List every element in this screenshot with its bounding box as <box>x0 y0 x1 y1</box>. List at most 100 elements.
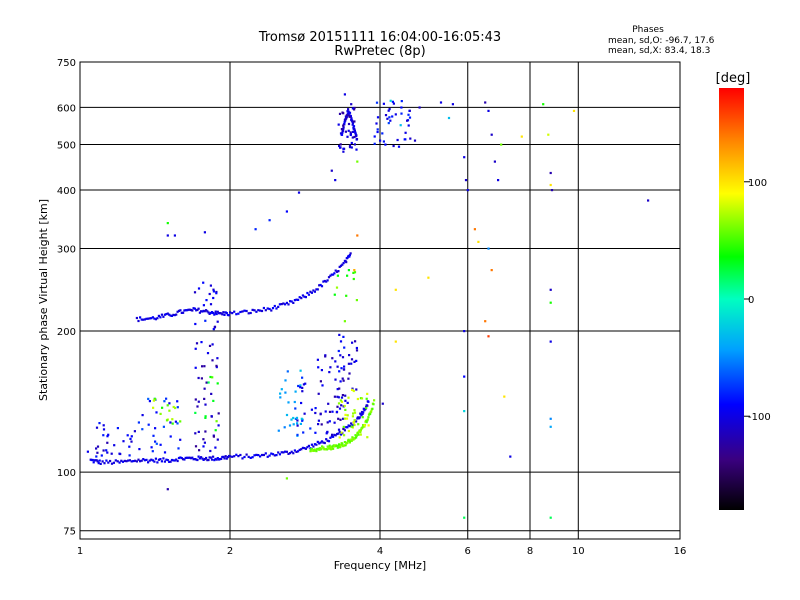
data-point <box>213 326 216 329</box>
data-point <box>251 456 254 459</box>
data-point <box>97 462 100 465</box>
data-point <box>148 459 151 462</box>
data-point <box>359 433 362 436</box>
data-point <box>351 107 354 110</box>
data-point <box>184 309 187 312</box>
data-point <box>102 449 105 452</box>
data-point <box>102 424 105 427</box>
data-point <box>152 434 155 437</box>
data-point <box>295 298 298 301</box>
data-point <box>344 413 347 416</box>
data-point <box>375 101 379 104</box>
data-point <box>353 409 356 412</box>
data-point <box>286 370 289 373</box>
data-point <box>194 411 197 414</box>
data-point <box>179 420 182 423</box>
data-point <box>123 459 126 462</box>
data-point <box>153 460 156 463</box>
data-point <box>340 367 343 370</box>
data-point <box>169 435 172 438</box>
data-point <box>186 309 189 312</box>
data-point <box>243 309 246 312</box>
data-point <box>332 447 335 450</box>
stats-title: Phases <box>632 25 664 35</box>
data-point <box>210 458 214 461</box>
colorbar-tick-label: 100 <box>748 178 767 189</box>
data-point <box>365 397 368 400</box>
data-point <box>194 366 197 369</box>
data-point <box>350 438 353 441</box>
data-point <box>202 304 205 307</box>
data-point <box>316 358 319 361</box>
data-point <box>137 319 140 323</box>
data-point <box>255 453 258 456</box>
data-point <box>335 286 339 289</box>
data-point <box>176 310 179 313</box>
data-point <box>209 284 212 287</box>
data-point <box>140 459 143 462</box>
data-point <box>356 431 359 434</box>
data-point <box>336 405 339 408</box>
data-point <box>270 452 273 455</box>
data-point <box>106 441 109 444</box>
data-point <box>329 274 332 277</box>
data-point <box>358 429 361 432</box>
data-point <box>340 128 343 131</box>
data-point <box>283 426 286 429</box>
data-point <box>150 458 153 461</box>
data-point <box>166 234 169 237</box>
data-point <box>295 450 298 453</box>
data-point <box>381 402 384 405</box>
data-point <box>463 156 466 159</box>
data-point <box>282 451 285 454</box>
data-point <box>205 456 208 460</box>
data-point <box>331 357 334 360</box>
data-point <box>231 312 234 315</box>
data-point <box>214 446 217 449</box>
data-point <box>284 450 287 453</box>
x-tick-label: 2 <box>227 546 233 557</box>
data-point <box>102 428 106 431</box>
data-point <box>303 295 306 298</box>
data-point <box>127 459 130 462</box>
data-point <box>168 409 171 412</box>
data-point <box>235 453 238 456</box>
data-point <box>101 460 104 463</box>
data-point <box>343 417 346 420</box>
data-point <box>166 312 169 315</box>
data-point <box>350 425 353 428</box>
data-point <box>342 379 345 382</box>
data-point <box>332 435 335 438</box>
data-point <box>128 445 131 448</box>
data-point <box>216 357 219 360</box>
data-point <box>162 457 165 460</box>
grid-lines <box>80 62 680 539</box>
data-point <box>253 454 256 457</box>
data-point <box>320 423 323 426</box>
data-point <box>365 421 368 424</box>
data-point <box>387 122 390 125</box>
data-point <box>339 380 342 383</box>
data-point <box>296 424 299 427</box>
data-point <box>392 102 395 105</box>
data-point <box>404 131 407 134</box>
data-point <box>212 328 215 331</box>
data-point <box>396 138 399 142</box>
data-point <box>337 270 340 273</box>
data-point <box>206 310 209 313</box>
data-point <box>340 431 343 434</box>
data-point <box>348 115 351 118</box>
data-point <box>143 459 146 462</box>
data-point <box>355 134 358 137</box>
data-point <box>326 279 329 282</box>
data-point <box>381 132 384 135</box>
data-point <box>95 426 99 429</box>
data-point <box>310 443 313 446</box>
data-point <box>318 442 321 445</box>
data-point <box>202 445 205 448</box>
data-point <box>386 117 389 120</box>
data-point <box>400 100 403 103</box>
data-point <box>387 109 390 112</box>
data-point <box>156 317 159 320</box>
data-point <box>336 270 339 273</box>
